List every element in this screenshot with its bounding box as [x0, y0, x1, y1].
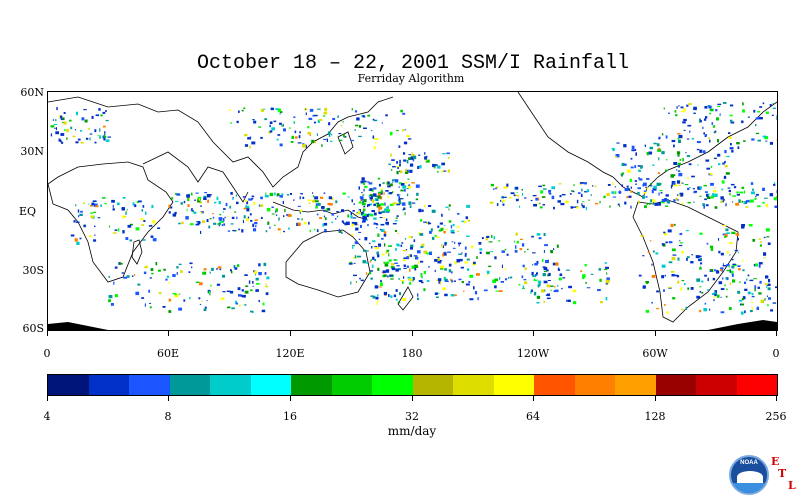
lon-tick [655, 330, 656, 336]
lat-label-eq: EQ [18, 205, 36, 218]
coastlines [48, 92, 777, 323]
colorbar-tick [47, 395, 48, 401]
chart-subtitle: Ferriday Algorithm [357, 72, 465, 85]
antarctica-left [48, 322, 108, 330]
color-scale-bar [47, 374, 778, 396]
colorbar-swatch [372, 375, 413, 395]
lon-label-0-end: 0 [772, 347, 780, 360]
colorbar-swatch [291, 375, 332, 395]
colorbar-swatch [615, 375, 656, 395]
colorbar-swatch [129, 375, 170, 395]
lat-label-30s: 30S [22, 264, 44, 277]
lon-tick [776, 330, 777, 336]
colorbar-swatch [169, 375, 210, 395]
lon-label-180: 180 [401, 347, 423, 360]
colorbar-label-4: 4 [43, 410, 51, 423]
colorbar-swatch [48, 375, 89, 395]
colorbar-swatch [412, 375, 453, 395]
noaa-logo: NOAA [729, 455, 769, 495]
colorbar-swatch [493, 375, 534, 395]
colorbar-label-256: 256 [765, 410, 787, 423]
colorbar-tick [655, 395, 656, 401]
gull-icon [737, 471, 763, 483]
lon-tick [290, 330, 291, 336]
rainfall-blobs [50, 102, 777, 315]
colorbar-tick [412, 395, 413, 401]
lon-label-60e: 60E [156, 347, 180, 360]
lon-tick [533, 330, 534, 336]
colorbar-swatch [88, 375, 129, 395]
colorbar-label-8: 8 [164, 410, 172, 423]
colorbar-label-16: 16 [283, 410, 297, 423]
rainfall-map-svg [48, 92, 777, 330]
etl-letter-l: L [788, 479, 796, 492]
lon-label-0: 0 [43, 347, 51, 360]
etl-letter-e: E [771, 455, 780, 468]
etl-letter-t: T [778, 467, 787, 480]
lon-label-120w: 120W [516, 347, 550, 360]
colorbar-swatch [534, 375, 575, 395]
colorbar-swatch [655, 375, 696, 395]
colorbar-swatch [210, 375, 251, 395]
colorbar-swatch [574, 375, 615, 395]
colorbar-swatch [736, 375, 777, 395]
colorbar-label-32: 32 [405, 410, 419, 423]
colorbar-tick [290, 395, 291, 401]
colorbar-label-64: 64 [526, 410, 540, 423]
lon-tick [412, 330, 413, 336]
colorbar-swatch [453, 375, 494, 395]
lon-label-120e: 120E [275, 347, 305, 360]
colorbar-swatch [696, 375, 737, 395]
colorbar-tick [776, 395, 777, 401]
lat-label-60n: 60N [20, 86, 44, 99]
sea-icon [731, 483, 767, 493]
lat-label-60s: 60S [22, 322, 44, 335]
colorbar-label-128: 128 [644, 410, 666, 423]
noaa-logo-text: NOAA [740, 460, 758, 466]
antarctica-right [708, 320, 777, 330]
rainfall-map [47, 91, 778, 331]
lon-tick [47, 330, 48, 336]
lat-label-30n: 30N [20, 145, 44, 158]
lon-tick [168, 330, 169, 336]
chart-title: October 18 – 22, 2001 SSM/I Rainfall [196, 52, 630, 75]
colorbar-units: mm/day [387, 424, 437, 438]
colorbar-swatch [250, 375, 291, 395]
lon-label-60w: 60W [642, 347, 668, 360]
colorbar-tick [168, 395, 169, 401]
colorbar-swatch [331, 375, 372, 395]
colorbar-tick [533, 395, 534, 401]
